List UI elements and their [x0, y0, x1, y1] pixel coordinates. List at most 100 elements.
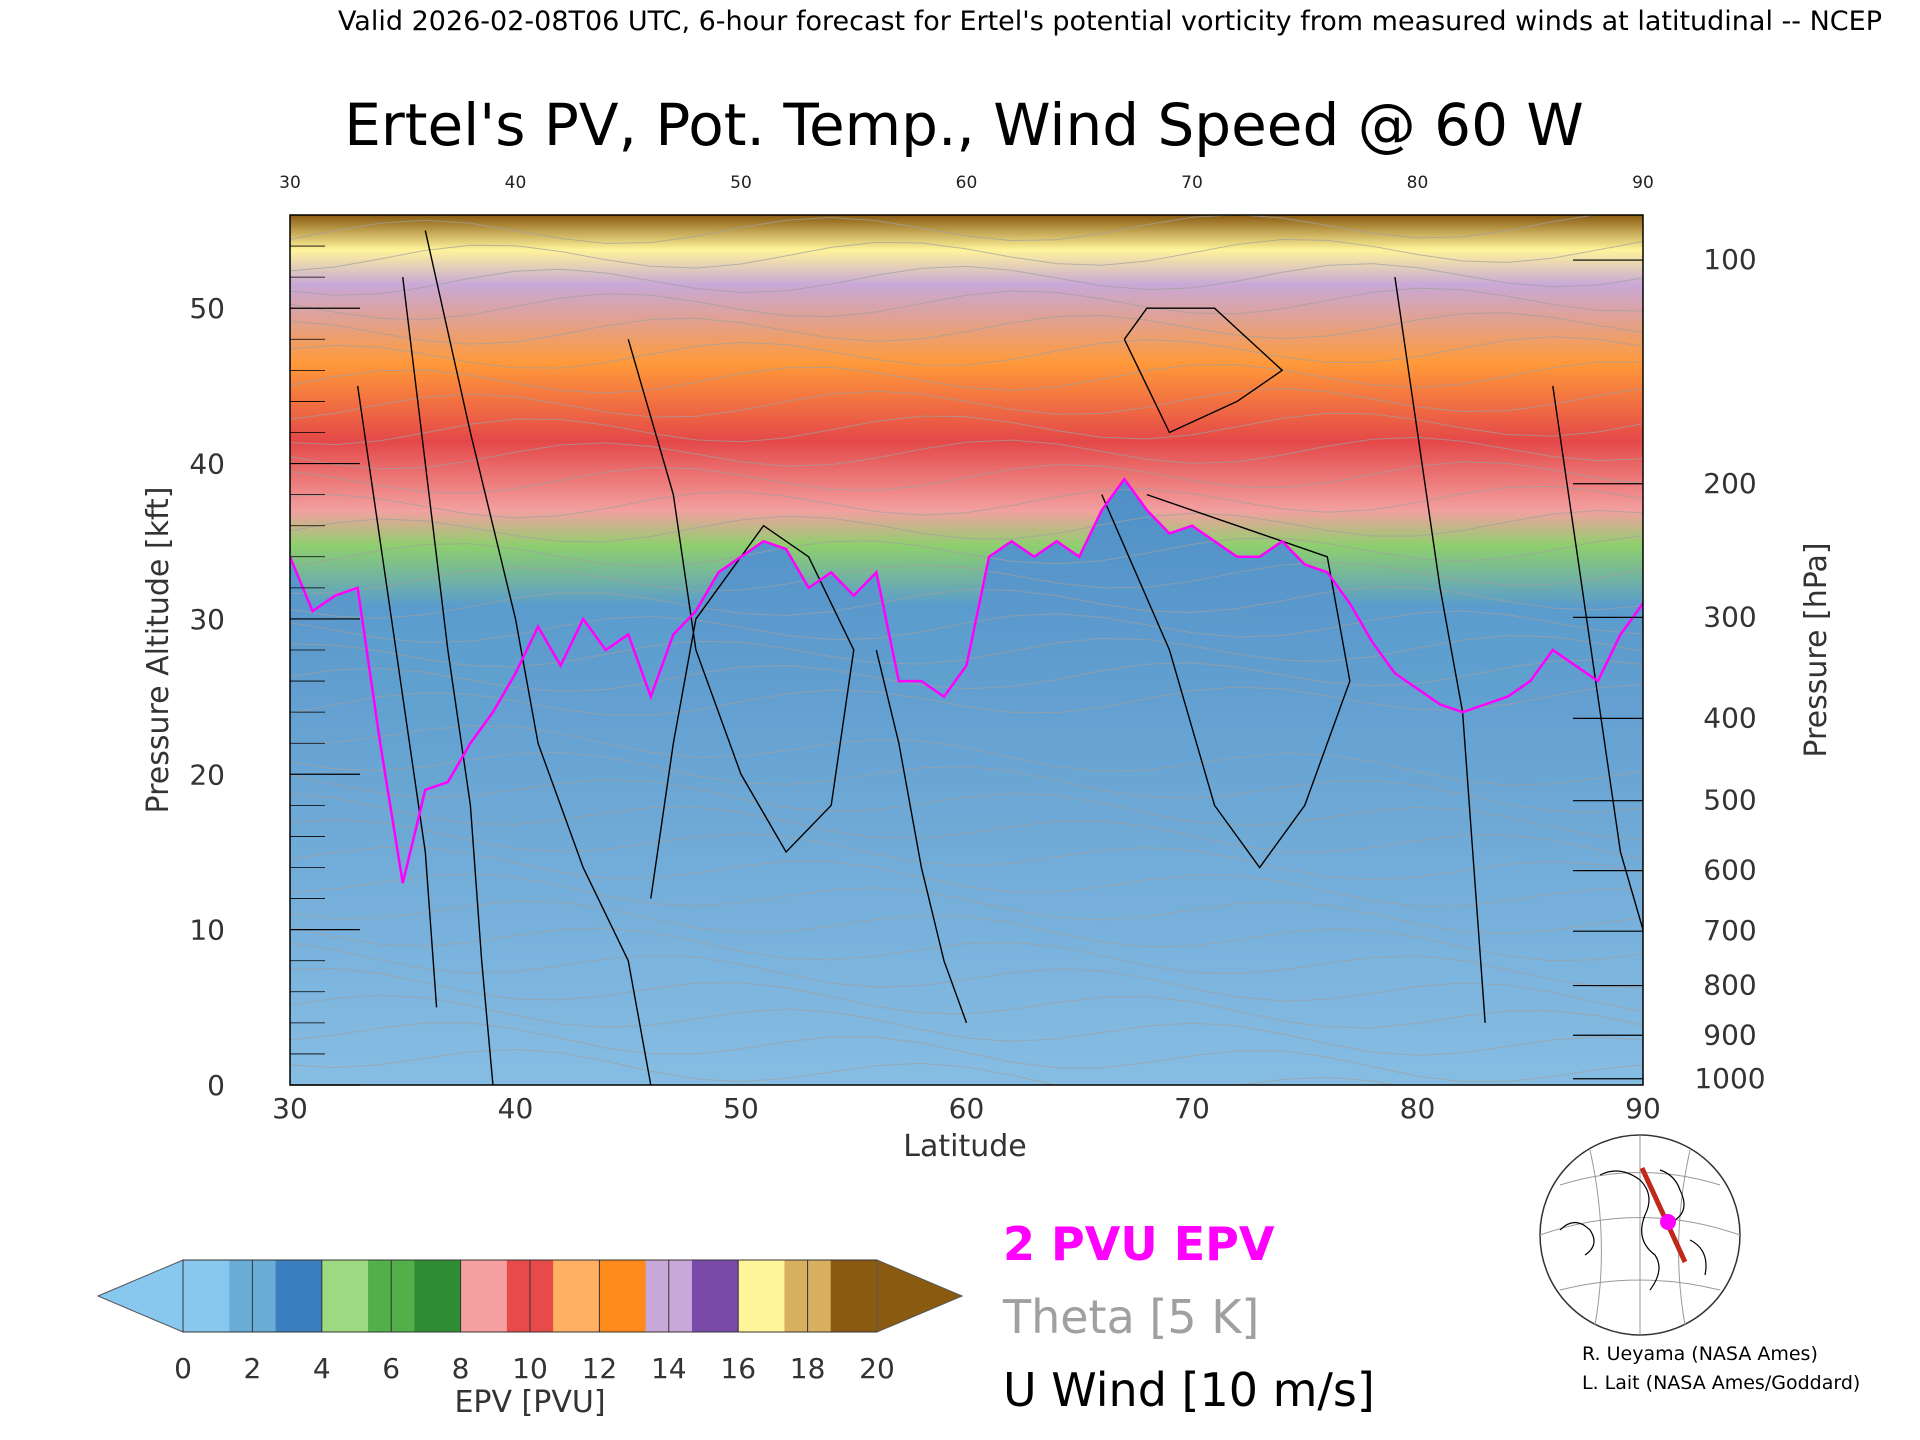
wind-contour: [1552, 385, 1643, 930]
legend-u-wind: U Wind [10 m/s]: [1003, 1363, 1375, 1417]
x-top-tick-label: 60: [956, 173, 978, 193]
x-top-tick-label: 90: [1632, 173, 1654, 193]
colorbar-tick-label: 4: [313, 1352, 331, 1385]
colorbar-swatch: [275, 1260, 323, 1332]
theta-contour: [290, 361, 1643, 394]
wind-contour: [875, 649, 968, 1024]
colorbar: 0 2 4 6 8 10 12 14 16 18 20 EPV [PVU]: [96, 1259, 964, 1420]
colorbar-ticks: 0 2 4 6 8 10 12 14 16 18 20: [174, 1352, 895, 1385]
colorbar-tick-label: 6: [382, 1352, 400, 1385]
pressure-tick-label: 800: [1703, 969, 1756, 1002]
line-legend: 2 PVU EPV Theta [5 K] U Wind [10 m/s]: [1002, 1217, 1375, 1417]
legend-2pvu: 2 PVU EPV: [1003, 1217, 1275, 1271]
plot-area: [289, 214, 1644, 1086]
theta-contour: [290, 586, 1643, 619]
colorbar-swatch: [691, 1260, 739, 1332]
pressure-tick-label: 600: [1703, 854, 1756, 887]
y-tick-label: 0: [207, 1069, 225, 1102]
theta-contour: [290, 239, 1643, 272]
y2-axis-label: Pressure [hPa]: [1799, 542, 1834, 757]
theta-contours: [290, 215, 1643, 1085]
colorbar-tick-label: 16: [720, 1352, 756, 1385]
locator-map-coastlines: [1559, 1169, 1707, 1291]
colorbar-tick-label: 12: [582, 1352, 618, 1385]
chart-title: Ertel's PV, Pot. Temp., Wind Speed @ 60 …: [344, 91, 1584, 159]
theta-contour: [290, 792, 1643, 861]
theta-contour: [290, 461, 1643, 494]
theta-contour: [290, 561, 1643, 594]
theta-contour: [290, 683, 1643, 716]
y-axis-label: Pressure Altitude [kft]: [141, 487, 176, 814]
colorbar-swatches: [182, 1259, 878, 1333]
theta-contour: [290, 900, 1643, 962]
y-tick-label: 30: [189, 603, 225, 636]
wind-contour: [356, 385, 438, 1008]
theta-contour: [290, 1048, 1397, 1085]
theta-contour: [290, 752, 1643, 813]
x-top-tick-label: 80: [1407, 173, 1429, 193]
theta-contour: [290, 725, 1643, 786]
theta-contour: [290, 336, 1643, 369]
x-tick-label: 60: [949, 1092, 985, 1125]
x-tick-label: 40: [498, 1092, 534, 1125]
colorbar-tick-label: 2: [243, 1352, 261, 1385]
colorbar-tick-label: 0: [174, 1352, 192, 1385]
theta-contour: [290, 610, 1643, 643]
x-top-tick-label: 70: [1181, 173, 1203, 193]
wind-contour: [1101, 493, 1351, 869]
colorbar-swatch: [599, 1260, 647, 1332]
theta-contour: [290, 485, 1643, 519]
theta-contour: [290, 509, 1643, 543]
theta-contour: [290, 819, 1643, 881]
pressure-tick-marks: [1573, 259, 1643, 1080]
pressure-tick-label: 700: [1703, 914, 1756, 947]
theta-contour: [290, 535, 1643, 568]
colorbar-tick-label: 20: [859, 1352, 895, 1385]
wind-contours: [356, 230, 1643, 1085]
wind-contour: [402, 277, 494, 1085]
theta-contour: [290, 873, 1643, 935]
pressure-tick-label: 200: [1703, 467, 1756, 500]
theta-contour: [290, 412, 1643, 446]
troposphere-fill: [290, 479, 1643, 1085]
x-tick-label: 90: [1625, 1092, 1661, 1125]
x-tick-label: 80: [1400, 1092, 1436, 1125]
colorbar-under-arrow: [96, 1259, 184, 1333]
pressure-tick-label: 300: [1703, 600, 1756, 633]
wind-contour: [1394, 277, 1486, 1023]
locator-map-graticule: [1539, 1135, 1741, 1335]
colorbar-label: EPV [PVU]: [454, 1385, 605, 1420]
two-pvu-line: [290, 476, 1643, 884]
pressure-tick-label: 400: [1703, 701, 1756, 734]
x-tick-label: 30: [272, 1092, 308, 1125]
valid-time-header: Valid 2026-02-08T06 UTC, 6-hour forecast…: [338, 6, 1882, 37]
theta-contour: [290, 1022, 1643, 1083]
theta-contour: [290, 215, 1598, 244]
theta-contour: [290, 994, 1643, 1056]
y-tick-label: 10: [189, 914, 225, 947]
colorbar-swatch: [460, 1260, 508, 1332]
theta-contour: [290, 846, 1643, 907]
x-tick-label: 50: [723, 1092, 759, 1125]
theta-contour: [290, 968, 1643, 1029]
theta-contour: [290, 774, 1643, 840]
colorbar-tick-label: 14: [651, 1352, 687, 1385]
x-top-tick-label: 50: [730, 173, 752, 193]
pressure-tick-label: 900: [1703, 1018, 1756, 1051]
cross-section-marker: [1660, 1214, 1676, 1230]
x-axis-bottom: 30 40 50 60 70 80 90: [272, 1092, 1661, 1125]
kft-tick-marks: [290, 214, 360, 1086]
theta-contour: [290, 926, 1643, 989]
colorbar-swatch: [414, 1260, 462, 1332]
pressure-tick-label: 500: [1703, 784, 1756, 817]
y-tick-label: 40: [189, 448, 225, 481]
credit-line-1: R. Ueyama (NASA Ames): [1582, 1343, 1818, 1365]
colorbar-swatch: [553, 1260, 600, 1332]
y-tick-label: 20: [189, 758, 225, 791]
x-axis-label: Latitude: [903, 1129, 1026, 1164]
colorbar-swatch: [321, 1260, 369, 1332]
theta-contour: [290, 312, 1643, 345]
x-top-tick-label: 40: [505, 173, 527, 193]
y-axis-right: 100 200 300 400 500 600 700 800 900 1000: [1694, 243, 1765, 1095]
